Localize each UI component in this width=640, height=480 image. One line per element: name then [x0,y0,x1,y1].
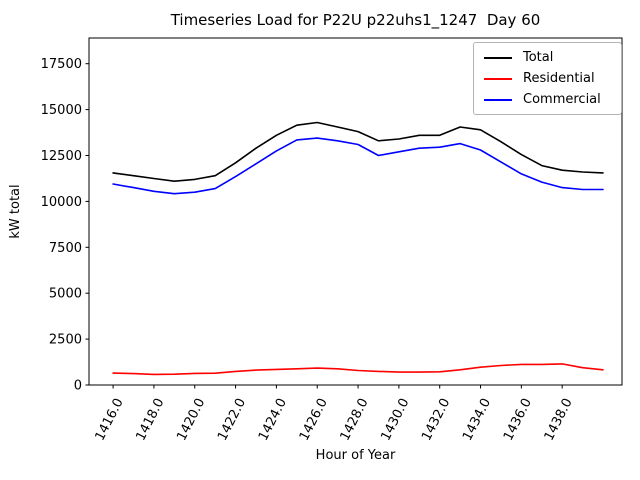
x-axis-ticks: 1416.0 1418.0 1420.0 1422.0 1424.0 1426.0 1428… [93,385,576,443]
legend-line-swatch [484,98,512,101]
chart-title: Timeseries Load for P22U p22uhs1_1247 Da… [170,11,541,30]
x-tick-label: 1418.0 [133,396,167,443]
plot-border [88,37,623,386]
x-tick-label: 1436.0 [501,396,535,443]
x-tick-label: 1422.0 [215,396,249,443]
series-line-residential [112,363,604,376]
x-tick-label: 1426.0 [297,396,331,443]
x-tick-label: 1438.0 [542,396,576,443]
x-tick-label: 1424.0 [256,396,290,443]
y-tick-label: 2500 [49,333,82,348]
x-tick-label: 1430.0 [378,396,412,443]
y-axis-ticks: 0 2500 5000 7500 10000 12500 15000 17500 [41,57,89,394]
y-tick-label: 12500 [41,149,82,164]
x-tick-label: 1416.0 [93,396,127,443]
legend-label: Residential [523,71,595,86]
legend-line-swatch [484,56,512,59]
legend-label: Total [523,50,554,65]
legend-item-total: Total [484,51,611,64]
x-axis-label: Hour of Year [316,448,396,463]
y-tick-label: 15000 [41,103,82,118]
legend-item-residential: Residential [484,72,611,85]
y-tick-label: 17500 [41,57,82,72]
y-tick-label: 5000 [49,287,82,302]
y-tick-label: 7500 [49,241,82,256]
x-tick-label: 1434.0 [460,396,494,443]
y-tick-label: 0 [74,379,82,394]
legend-item-commercial: Commercial [484,93,611,106]
x-tick-label: 1432.0 [419,396,453,443]
series-line-total [112,121,604,182]
x-tick-label: 1428.0 [338,396,372,443]
legend: Total Residential Commercial [473,42,622,115]
series-line-commercial [112,137,604,195]
legend-label: Commercial [523,92,601,107]
y-axis-label: kW total [8,184,23,238]
y-tick-label: 10000 [41,195,82,210]
plot-frame [88,37,623,386]
legend-line-swatch [484,77,512,80]
plot-series [112,121,604,376]
x-tick-label: 1420.0 [174,396,208,443]
